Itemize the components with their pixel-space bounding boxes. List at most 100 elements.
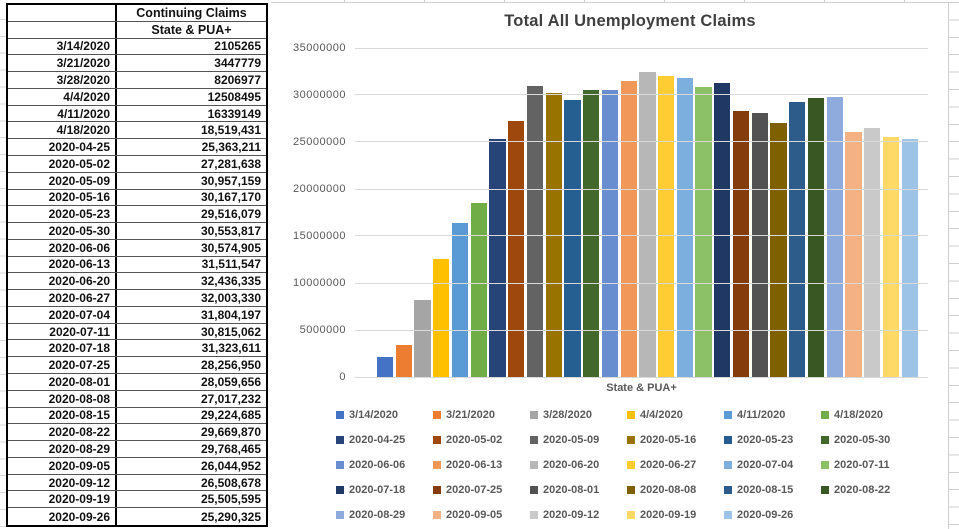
value-cell[interactable]: 29,669,870: [115, 424, 266, 441]
value-cell[interactable]: 16339149: [115, 105, 266, 122]
bar-2020-09-05[interactable]: [845, 132, 862, 377]
date-cell[interactable]: 2020-07-18: [48, 341, 110, 356]
value-cell[interactable]: 31,323,611: [115, 340, 266, 357]
date-cell[interactable]: 2020-06-20: [48, 274, 110, 289]
date-cell[interactable]: 2020-09-19: [48, 492, 110, 507]
value-cell[interactable]: 3447779: [115, 55, 266, 72]
date-cell[interactable]: 2020-08-29: [48, 442, 110, 456]
bar-2020-06-13[interactable]: [620, 80, 637, 377]
bar-2020-08-08[interactable]: [770, 123, 787, 377]
bar-2020-07-18[interactable]: [714, 82, 731, 377]
legend-item[interactable]: 3/14/2020: [336, 409, 433, 421]
value-cell[interactable]: 2105265: [115, 38, 266, 55]
value-cell[interactable]: 30,815,062: [115, 323, 266, 340]
value-cell[interactable]: 31,511,547: [115, 256, 266, 273]
value-cell[interactable]: 26,508,678: [115, 474, 266, 491]
legend-item[interactable]: 3/21/2020: [433, 409, 530, 421]
date-cell[interactable]: 2020-09-12: [48, 475, 110, 490]
date-cell[interactable]: 2020-05-23: [48, 207, 110, 222]
date-cell[interactable]: 2020-07-25: [48, 358, 110, 373]
legend-item[interactable]: 2020-09-19: [627, 509, 724, 521]
date-cell[interactable]: 3/21/2020: [56, 56, 110, 71]
value-cell[interactable]: 25,363,211: [115, 139, 266, 155]
bar-2020-05-30[interactable]: [583, 89, 600, 377]
date-cell[interactable]: 2020-08-08: [48, 391, 110, 406]
legend-item[interactable]: 2020-08-08: [627, 484, 724, 496]
date-cell[interactable]: 4/18/2020: [56, 123, 110, 138]
bar-2020-06-20[interactable]: [639, 72, 656, 377]
value-cell[interactable]: 31,804,197: [115, 306, 266, 323]
date-cell[interactable]: 2020-09-26: [48, 509, 110, 524]
value-cell[interactable]: 30,574,905: [115, 239, 266, 256]
bar-4/18/2020[interactable]: [470, 202, 487, 377]
date-cell[interactable]: 2020-05-16: [48, 190, 110, 205]
bar-2020-09-12[interactable]: [864, 127, 881, 377]
bar-2020-05-09[interactable]: [526, 86, 544, 377]
table-header-title[interactable]: Continuing Claims: [115, 5, 266, 21]
date-cell[interactable]: 2020-08-22: [48, 425, 110, 440]
value-cell[interactable]: 26,044,952: [115, 457, 266, 474]
date-cell[interactable]: 2020-06-13: [48, 257, 110, 272]
date-cell[interactable]: 2020-05-09: [48, 173, 110, 188]
bar-2020-05-16[interactable]: [545, 93, 562, 377]
bar-4/11/2020[interactable]: [451, 223, 469, 377]
bar-2020-06-27[interactable]: [658, 76, 675, 377]
legend-item[interactable]: 2020-07-25: [433, 484, 530, 496]
date-cell[interactable]: 3/14/2020: [56, 39, 110, 54]
bar-3/14/2020[interactable]: [377, 357, 394, 377]
bar-4/4/2020[interactable]: [433, 259, 450, 377]
date-cell[interactable]: 2020-06-06: [48, 240, 110, 255]
bar-2020-08-15[interactable]: [789, 102, 806, 377]
date-cell[interactable]: 2020-07-11: [49, 324, 110, 339]
date-cell[interactable]: 2020-08-01: [48, 374, 110, 389]
legend-item[interactable]: 2020-06-27: [627, 459, 724, 471]
date-cell[interactable]: 2020-07-04: [48, 307, 110, 322]
value-cell[interactable]: 12508495: [115, 88, 266, 105]
date-cell[interactable]: 2020-05-30: [48, 223, 110, 238]
legend-item[interactable]: 2020-05-16: [627, 434, 724, 446]
value-cell[interactable]: 29,768,465: [115, 441, 266, 457]
legend-item[interactable]: 2020-05-09: [530, 434, 627, 446]
bar-2020-09-19[interactable]: [882, 137, 900, 377]
value-cell[interactable]: 32,003,330: [115, 290, 266, 306]
legend-item[interactable]: 4/18/2020: [821, 409, 918, 421]
bar-2020-09-26[interactable]: [901, 139, 918, 377]
legend-item[interactable]: 2020-05-30: [821, 434, 918, 446]
value-cell[interactable]: 28,059,656: [115, 374, 266, 390]
legend-item[interactable]: 4/11/2020: [724, 409, 821, 421]
date-cell[interactable]: 2020-09-05: [48, 458, 110, 473]
table-header-subtitle[interactable]: State & PUA+: [115, 21, 266, 38]
legend-item[interactable]: 2020-08-22: [821, 484, 918, 496]
legend-item[interactable]: 2020-08-15: [724, 484, 821, 496]
bar-2020-05-02[interactable]: [508, 120, 525, 377]
bar-2020-08-01[interactable]: [751, 113, 768, 377]
value-cell[interactable]: 32,436,335: [115, 273, 266, 290]
bar-2020-04-25[interactable]: [489, 138, 506, 377]
bar-3/28/2020[interactable]: [414, 299, 431, 377]
date-cell[interactable]: 3/28/2020: [56, 72, 110, 87]
value-cell[interactable]: 8206977: [115, 72, 266, 88]
bar-2020-07-11[interactable]: [695, 87, 712, 377]
value-cell[interactable]: 25,505,595: [115, 491, 266, 508]
bar-2020-08-29[interactable]: [826, 97, 843, 377]
value-cell[interactable]: 30,553,817: [115, 223, 266, 239]
legend-item[interactable]: 2020-08-01: [530, 484, 627, 496]
value-cell[interactable]: 27,281,638: [115, 155, 266, 172]
legend-item[interactable]: 2020-09-12: [530, 509, 627, 521]
table-header-empty-cell[interactable]: [8, 5, 115, 21]
value-cell[interactable]: 30,167,170: [115, 189, 266, 206]
legend-item[interactable]: 2020-09-05: [433, 509, 530, 521]
legend-item[interactable]: 4/4/2020: [627, 409, 724, 421]
legend-item[interactable]: 2020-04-25: [336, 434, 433, 446]
date-cell[interactable]: 4/4/2020: [63, 89, 110, 104]
table-subheader-empty-cell[interactable]: [8, 22, 115, 38]
legend-item[interactable]: 2020-07-04: [724, 459, 821, 471]
legend-item[interactable]: 2020-07-11: [821, 459, 918, 471]
bar-3/21/2020[interactable]: [395, 344, 412, 377]
legend-item[interactable]: 3/28/2020: [530, 409, 627, 421]
value-cell[interactable]: 27,017,232: [115, 390, 266, 407]
value-cell[interactable]: 29,516,079: [115, 206, 266, 223]
bar-2020-06-06[interactable]: [601, 89, 619, 377]
value-cell[interactable]: 25,290,325: [115, 508, 266, 525]
legend-item[interactable]: 2020-06-06: [336, 459, 433, 471]
